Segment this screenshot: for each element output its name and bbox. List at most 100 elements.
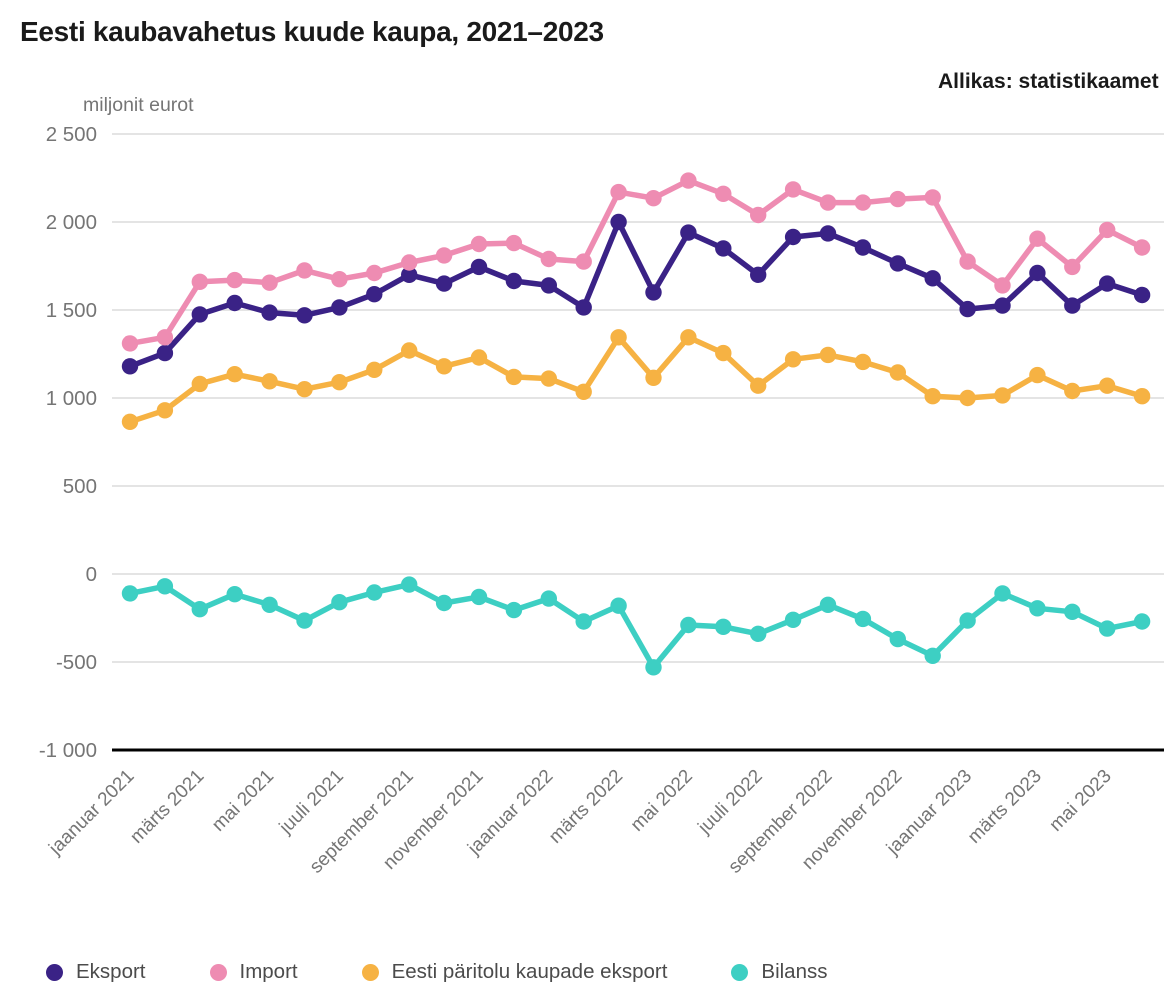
data-point-eesti-p-ritolu-kaupade-eksport-august-2022[interactable] <box>784 351 802 368</box>
data-point-eksport-november-2021[interactable] <box>470 258 488 276</box>
data-point-import-juuni-2022[interactable] <box>715 185 732 202</box>
data-point-bilanss-jaanuar-2022[interactable] <box>540 590 557 607</box>
data-point-import-jaanuar-2023[interactable] <box>959 253 976 270</box>
data-point-eesti-p-ritolu-kaupade-eksport-jaanuar-2022[interactable] <box>540 370 557 387</box>
data-point-eksport-juuni-2022[interactable] <box>715 240 732 257</box>
data-point-eksport-jaanuar-2021[interactable] <box>121 358 139 375</box>
data-point-eksport-september-2022[interactable] <box>819 225 837 242</box>
data-point-eesti-p-ritolu-kaupade-eksport-veebruar-2023[interactable] <box>994 387 1011 404</box>
data-point-eesti-p-ritolu-kaupade-eksport-m-rts-2022[interactable] <box>610 329 627 346</box>
data-point-eksport-mai-2022[interactable] <box>680 224 697 241</box>
data-point-bilanss-juuni-2021[interactable] <box>296 612 313 629</box>
data-point-eesti-p-ritolu-kaupade-eksport-juuli-2021[interactable] <box>331 374 348 391</box>
legend-item-import[interactable]: Import <box>209 960 298 984</box>
data-point-bilanss-m-rts-2022[interactable] <box>610 597 627 614</box>
data-point-import-november-2022[interactable] <box>889 190 906 208</box>
data-point-eksport-november-2022[interactable] <box>889 255 906 272</box>
data-point-bilanss-juuli-2022[interactable] <box>750 625 767 642</box>
data-point-eksport-aprill-2022[interactable] <box>645 284 662 301</box>
data-point-eksport-september-2021[interactable] <box>401 266 418 283</box>
data-point-eesti-p-ritolu-kaupade-eksport-november-2021[interactable] <box>470 349 488 366</box>
data-point-eesti-p-ritolu-kaupade-eksport-juuni-2023[interactable] <box>1133 388 1151 405</box>
legend-item-eksport[interactable]: Eksport <box>46 960 146 984</box>
data-point-eesti-p-ritolu-kaupade-eksport-mai-2022[interactable] <box>680 329 697 346</box>
data-point-eesti-p-ritolu-kaupade-eksport-veebruar-2021[interactable] <box>156 402 174 419</box>
data-point-eksport-aprill-2021[interactable] <box>226 294 243 312</box>
data-point-import-aprill-2023[interactable] <box>1064 258 1081 276</box>
data-point-import-september-2022[interactable] <box>819 194 837 211</box>
data-point-eesti-p-ritolu-kaupade-eksport-september-2021[interactable] <box>401 342 418 359</box>
data-point-bilanss-juuni-2023[interactable] <box>1133 613 1151 630</box>
data-point-bilanss-mai-2021[interactable] <box>261 596 278 613</box>
data-point-bilanss-juuni-2022[interactable] <box>715 618 732 635</box>
data-point-eksport-veebruar-2021[interactable] <box>156 344 174 362</box>
data-point-eesti-p-ritolu-kaupade-eksport-jaanuar-2021[interactable] <box>121 413 139 430</box>
data-point-eksport-oktoober-2022[interactable] <box>854 239 872 256</box>
data-point-bilanss-veebruar-2022[interactable] <box>575 613 592 630</box>
data-point-import-m-rts-2022[interactable] <box>610 183 627 201</box>
data-point-import-jaanuar-2021[interactable] <box>121 335 139 352</box>
data-point-bilanss-august-2021[interactable] <box>366 584 383 601</box>
data-point-eksport-detsember-2022[interactable] <box>924 270 941 287</box>
data-point-import-oktoober-2021[interactable] <box>435 247 453 264</box>
data-point-eksport-m-rts-2022[interactable] <box>610 213 627 231</box>
data-point-eksport-veebruar-2023[interactable] <box>994 297 1011 314</box>
data-point-bilanss-juuli-2021[interactable] <box>331 594 348 611</box>
data-point-bilanss-aprill-2023[interactable] <box>1064 603 1081 620</box>
data-point-import-mai-2022[interactable] <box>680 172 697 189</box>
data-point-eesti-p-ritolu-kaupade-eksport-m-rts-2023[interactable] <box>1029 366 1046 384</box>
data-point-bilanss-august-2022[interactable] <box>784 611 802 628</box>
data-point-eksport-juuli-2021[interactable] <box>331 299 348 316</box>
data-point-eesti-p-ritolu-kaupade-eksport-mai-2021[interactable] <box>261 373 278 390</box>
data-point-import-juuni-2023[interactable] <box>1133 239 1151 256</box>
data-point-bilanss-november-2022[interactable] <box>889 630 906 648</box>
data-point-bilanss-oktoober-2021[interactable] <box>435 594 453 612</box>
data-point-eesti-p-ritolu-kaupade-eksport-juuni-2022[interactable] <box>715 344 732 362</box>
data-point-eksport-august-2021[interactable] <box>366 286 383 303</box>
data-point-bilanss-oktoober-2022[interactable] <box>854 610 872 628</box>
data-point-import-detsember-2021[interactable] <box>505 234 523 252</box>
data-point-eksport-m-rts-2023[interactable] <box>1029 264 1046 282</box>
data-point-eesti-p-ritolu-kaupade-eksport-veebruar-2022[interactable] <box>575 383 592 400</box>
data-point-import-august-2021[interactable] <box>366 264 383 282</box>
data-point-eksport-m-rts-2021[interactable] <box>191 306 208 323</box>
data-point-import-oktoober-2022[interactable] <box>854 194 872 211</box>
data-point-eksport-jaanuar-2023[interactable] <box>959 300 976 318</box>
data-point-import-juuli-2022[interactable] <box>750 206 767 224</box>
data-point-eesti-p-ritolu-kaupade-eksport-aprill-2023[interactable] <box>1064 382 1081 400</box>
data-point-eksport-juuni-2023[interactable] <box>1133 286 1151 304</box>
data-point-bilanss-detsember-2022[interactable] <box>924 647 941 664</box>
data-point-eksport-oktoober-2021[interactable] <box>435 275 453 292</box>
data-point-import-aprill-2022[interactable] <box>645 190 662 207</box>
data-point-eesti-p-ritolu-kaupade-eksport-oktoober-2021[interactable] <box>435 358 453 375</box>
legend-item-eesti-p-ritolu-kaupade-eksport[interactable]: Eesti päritolu kaupade eksport <box>361 960 667 984</box>
data-point-eesti-p-ritolu-kaupade-eksport-august-2021[interactable] <box>366 361 383 378</box>
data-point-eksport-mai-2023[interactable] <box>1099 275 1116 292</box>
data-point-import-mai-2023[interactable] <box>1099 221 1116 239</box>
data-point-bilanss-mai-2022[interactable] <box>680 616 697 634</box>
data-point-bilanss-veebruar-2023[interactable] <box>994 585 1011 602</box>
data-point-import-august-2022[interactable] <box>784 181 802 198</box>
data-point-eksport-august-2022[interactable] <box>784 228 802 246</box>
data-point-eesti-p-ritolu-kaupade-eksport-november-2022[interactable] <box>889 364 906 381</box>
data-point-import-veebruar-2022[interactable] <box>575 253 592 270</box>
data-point-import-september-2021[interactable] <box>401 254 418 271</box>
data-point-import-november-2021[interactable] <box>470 235 488 253</box>
data-point-bilanss-aprill-2022[interactable] <box>645 659 662 676</box>
data-point-import-veebruar-2023[interactable] <box>994 277 1011 294</box>
data-point-import-m-rts-2023[interactable] <box>1029 230 1046 247</box>
data-point-eesti-p-ritolu-kaupade-eksport-september-2022[interactable] <box>819 346 837 364</box>
data-point-eksport-aprill-2023[interactable] <box>1064 297 1081 314</box>
data-point-bilanss-september-2022[interactable] <box>819 596 837 613</box>
data-point-eesti-p-ritolu-kaupade-eksport-juuni-2021[interactable] <box>296 381 313 398</box>
data-point-bilanss-mai-2023[interactable] <box>1099 620 1116 637</box>
data-point-bilanss-aprill-2021[interactable] <box>226 586 243 603</box>
data-point-bilanss-september-2021[interactable] <box>401 576 418 593</box>
data-point-import-juuni-2021[interactable] <box>296 262 313 279</box>
data-point-eksport-veebruar-2022[interactable] <box>575 299 592 316</box>
data-point-import-veebruar-2021[interactable] <box>156 329 174 346</box>
data-point-eksport-mai-2021[interactable] <box>261 304 278 321</box>
data-point-bilanss-m-rts-2023[interactable] <box>1029 600 1046 617</box>
data-point-eksport-juuli-2022[interactable] <box>750 266 767 283</box>
data-point-eksport-detsember-2021[interactable] <box>505 272 523 290</box>
